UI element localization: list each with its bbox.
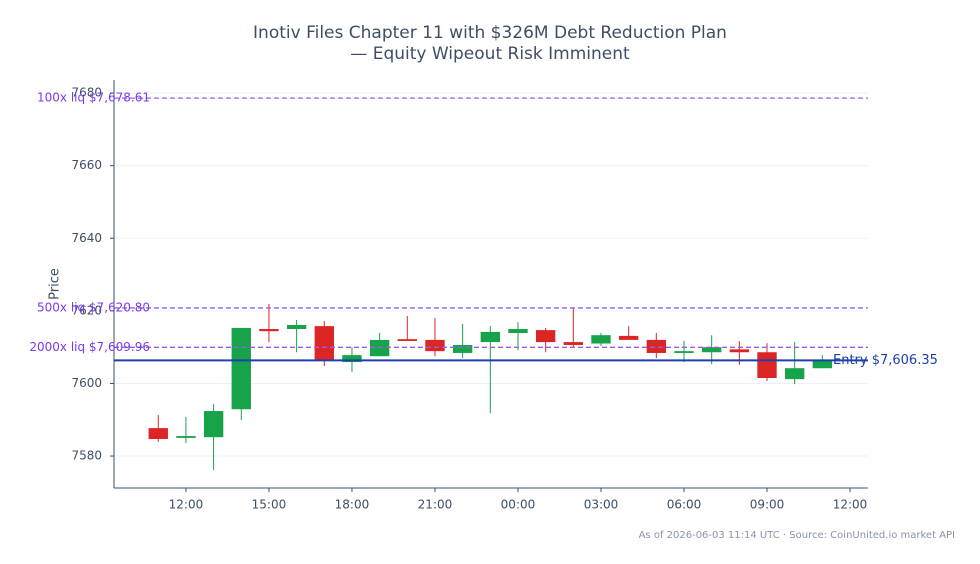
candle-body xyxy=(812,360,833,369)
candle-body xyxy=(729,349,750,353)
y-tick-label: 7580 xyxy=(71,449,102,463)
candle-body xyxy=(425,339,445,352)
x-tick-label: 12:00 xyxy=(833,498,868,512)
chart-title: — Equity Wipeout Risk Imminent xyxy=(350,44,630,64)
y-tick-label: 7660 xyxy=(71,158,102,172)
level-label: 2000x liq $7,609.96 xyxy=(29,340,150,354)
x-tick-label: 03:00 xyxy=(584,498,619,512)
x-tick-label: 12:00 xyxy=(169,498,204,512)
y-tick-label: 7680 xyxy=(71,86,102,100)
candle-body xyxy=(259,329,279,332)
candle-body xyxy=(203,411,224,438)
candle-body xyxy=(535,330,556,343)
candle-body xyxy=(784,368,805,380)
x-tick-label: 18:00 xyxy=(335,498,370,512)
candle-body xyxy=(480,331,500,343)
candle-body xyxy=(397,339,417,341)
level-label: 500x liq $7,620.80 xyxy=(37,300,150,314)
candle-body xyxy=(591,335,611,344)
x-tick-label: 06:00 xyxy=(667,498,702,512)
candle-body xyxy=(369,339,390,357)
level-label: 100x liq $7,678.61 xyxy=(37,91,150,105)
candle-body xyxy=(757,352,777,379)
y-tick-label: 7600 xyxy=(71,376,102,390)
candle-body xyxy=(314,326,334,361)
y-axis-label: Price xyxy=(48,268,63,300)
candle-body xyxy=(452,344,473,353)
candle-body xyxy=(701,347,722,353)
chart-title: Inotiv Files Chapter 11 with $326M Debt … xyxy=(253,23,727,43)
x-tick-label: 09:00 xyxy=(750,498,785,512)
candle-body xyxy=(176,436,196,438)
x-tick-label: 21:00 xyxy=(418,498,453,512)
level-label: Entry $7,606.35 xyxy=(833,353,938,368)
x-tick-label: 00:00 xyxy=(501,498,536,512)
candle-body xyxy=(508,329,528,334)
y-tick-label: 7640 xyxy=(71,231,102,245)
candle-body xyxy=(231,327,251,410)
footer: As of 2026-06-03 11:14 UTC · Source: Coi… xyxy=(639,530,955,541)
candle-body xyxy=(148,428,168,439)
candle-body xyxy=(342,355,362,363)
candle-body xyxy=(674,351,694,353)
candle-body xyxy=(286,325,307,330)
y-tick-label: 7620 xyxy=(71,303,102,317)
candle-body xyxy=(646,339,667,353)
x-tick-label: 15:00 xyxy=(252,498,287,512)
candle-body xyxy=(563,342,584,345)
candle-body xyxy=(618,335,639,340)
